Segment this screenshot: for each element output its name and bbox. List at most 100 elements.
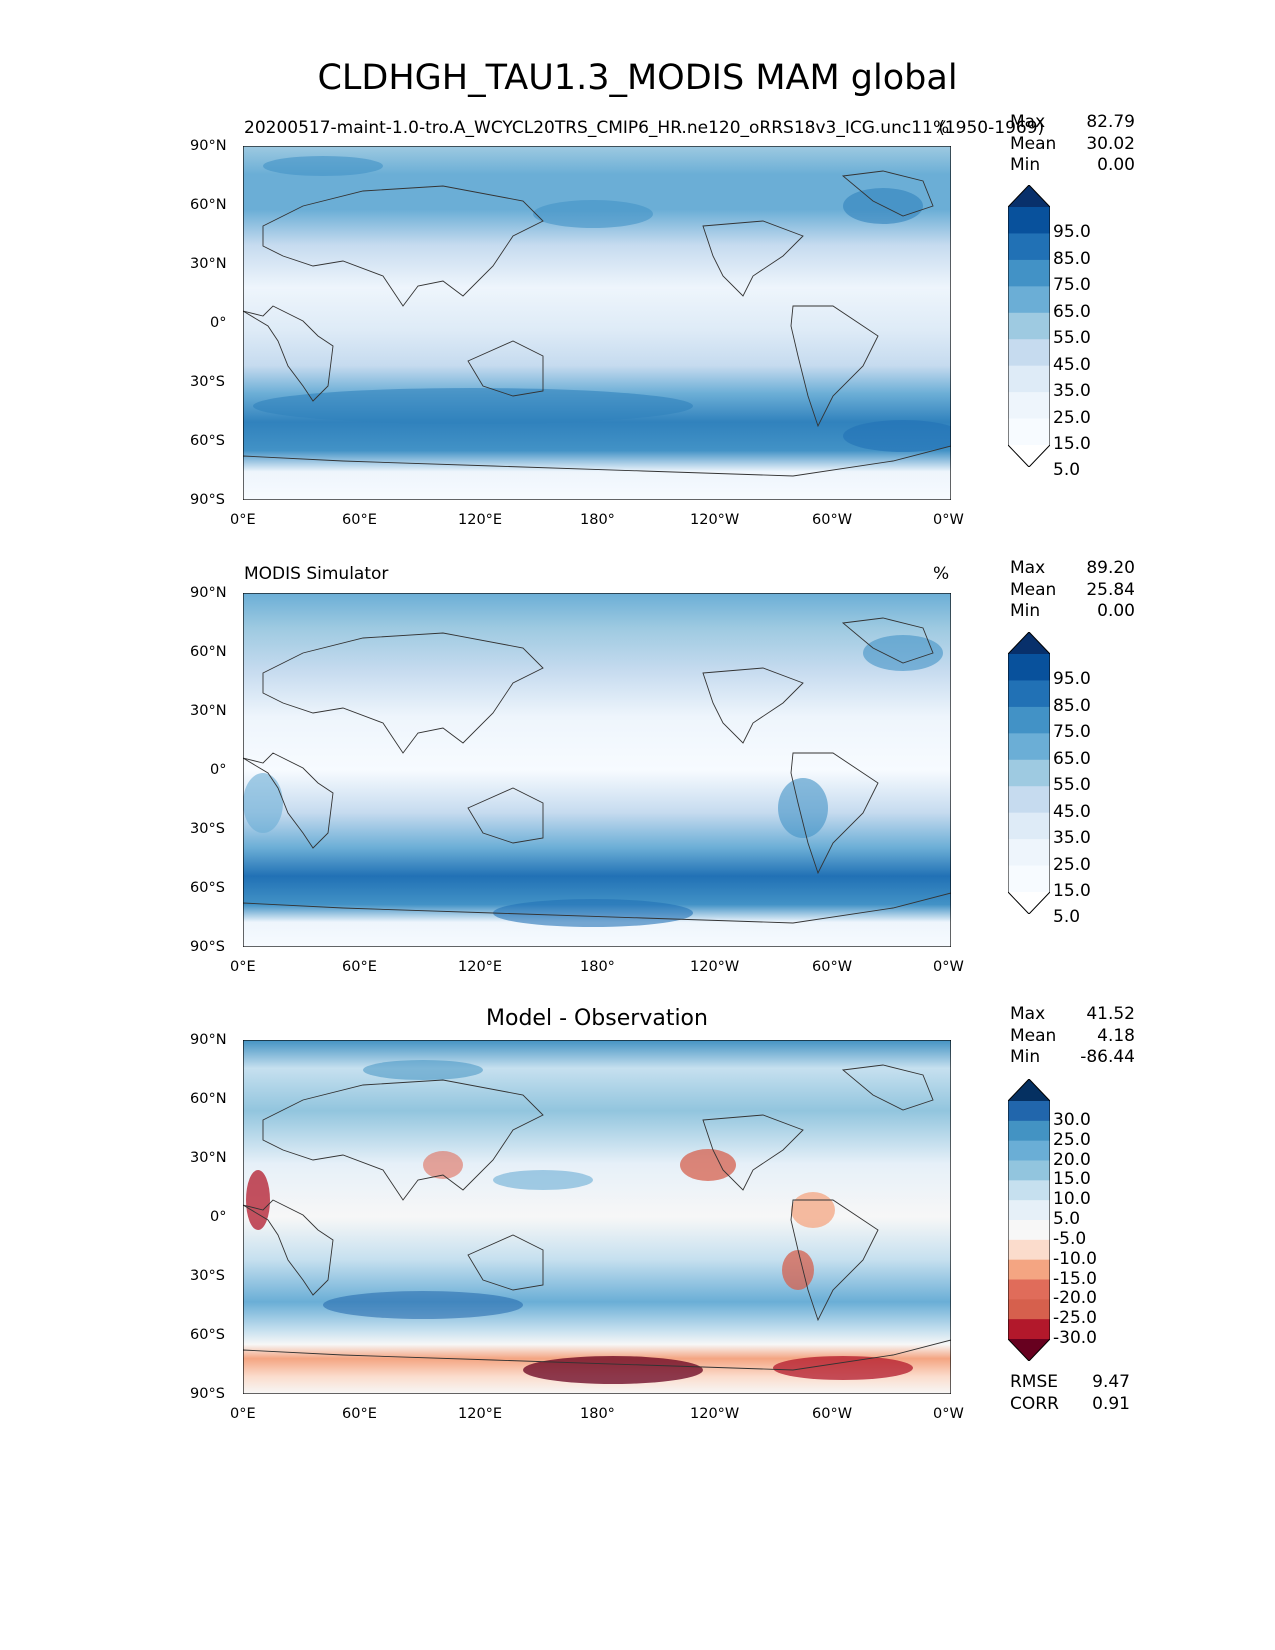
colorbar-extend-min xyxy=(1008,892,1050,914)
mean-label: Mean xyxy=(1010,1025,1057,1046)
colorbar-tick-label: 75.0 xyxy=(1053,722,1091,743)
lon-tick: 180° xyxy=(580,1406,615,1422)
colorbar-tick-label: 5.0 xyxy=(1053,1209,1081,1229)
lon-tick: 120°W xyxy=(690,959,740,975)
lat-tick: 60°N xyxy=(190,197,227,213)
lon-tick: 60°W xyxy=(812,959,853,975)
colorbar-segment xyxy=(1008,680,1050,708)
lat-tick: 60°S xyxy=(190,880,225,896)
lat-tick: 60°S xyxy=(190,1327,225,1343)
colorbar-tick-label: 15.0 xyxy=(1053,881,1091,901)
lon-tick: 60°E xyxy=(342,512,377,528)
colorbar-tick-label: -25.0 xyxy=(1053,1308,1097,1329)
colorbar-tick-label: 55.0 xyxy=(1053,775,1091,796)
lat-tick: 60°N xyxy=(190,1091,227,1107)
colorbar-segment xyxy=(1008,865,1050,893)
colorbar-segment xyxy=(1008,1180,1050,1201)
colorbar-segment xyxy=(1008,1220,1050,1241)
lon-tick: 0°E xyxy=(230,959,256,975)
colorbar-extend-max xyxy=(1008,1079,1050,1101)
lat-tick: 30°S xyxy=(190,821,225,837)
colorbar-segment xyxy=(1008,339,1050,367)
map-difference xyxy=(243,1040,951,1394)
colorbar-extend-min xyxy=(1008,445,1050,467)
colorbar-difference xyxy=(1008,1079,1050,1361)
lon-tick: 0°W xyxy=(933,959,964,975)
lat-tick: 90°N xyxy=(190,585,227,601)
max-value: 89.20 xyxy=(1086,558,1135,578)
colorbar-tick-label: -20.0 xyxy=(1053,1288,1097,1309)
min-label: Min xyxy=(1010,601,1041,621)
colorbar-tick-label: 45.0 xyxy=(1053,801,1091,822)
lon-tick: 120°E xyxy=(458,959,503,975)
colorbar-extend-max xyxy=(1008,632,1050,654)
colorbar-segment xyxy=(1008,654,1050,681)
colorbar-segment xyxy=(1008,286,1050,314)
colorbar-segment xyxy=(1008,365,1050,393)
max-label: Max xyxy=(1010,1004,1046,1024)
lat-tick: 30°S xyxy=(190,1268,225,1284)
lon-tick: 120°W xyxy=(690,1406,740,1422)
lat-tick: 30°N xyxy=(190,703,227,719)
lat-tick: 90°S xyxy=(190,939,225,955)
colorbar-segment xyxy=(1008,1160,1050,1181)
colorbar-segment xyxy=(1008,733,1050,761)
lon-tick: 60°W xyxy=(812,512,853,528)
colorbar-segment xyxy=(1008,1239,1050,1261)
colorbar-segment xyxy=(1008,1299,1050,1320)
lon-tick: 0°E xyxy=(230,1406,256,1422)
lat-tick: 90°S xyxy=(190,492,225,508)
max-value: 41.52 xyxy=(1086,1004,1135,1024)
mean-value: 30.02 xyxy=(1086,133,1135,154)
max-label: Max xyxy=(1010,558,1046,578)
corr-label: CORR xyxy=(1010,1393,1059,1414)
mean-label: Mean xyxy=(1010,579,1057,600)
colorbar-tick-label: 45.0 xyxy=(1053,354,1091,375)
rmse-value: 9.47 xyxy=(1092,1372,1130,1392)
colorbar-segment xyxy=(1008,418,1050,446)
colorbar-segment xyxy=(1008,392,1050,420)
units-label: % xyxy=(933,564,950,584)
lon-tick: 120°E xyxy=(458,512,503,528)
min-label: Min xyxy=(1010,1047,1041,1067)
colorbar-tick-label: -30.0 xyxy=(1053,1328,1097,1348)
colorbar-tick-label: -10.0 xyxy=(1053,1248,1097,1269)
colorbar-segment xyxy=(1008,207,1050,234)
lon-tick: 180° xyxy=(580,512,615,528)
colorbar-extend-max xyxy=(1008,185,1050,207)
lat-tick: 60°S xyxy=(190,433,225,449)
colorbar-tick-label: 30.0 xyxy=(1053,1109,1091,1130)
colorbar-segment xyxy=(1008,759,1050,787)
colorbar-tick-label: 85.0 xyxy=(1053,695,1091,716)
colorbar-segment xyxy=(1008,259,1050,287)
colorbar-tick-label: 5.0 xyxy=(1053,460,1081,481)
lat-tick: 90°N xyxy=(190,138,227,154)
colorbar-segment xyxy=(1008,812,1050,840)
colorbar-tick-label: 5.0 xyxy=(1053,907,1081,928)
colorbar-extend-min xyxy=(1008,1339,1050,1361)
lat-tick: 90°N xyxy=(190,1032,227,1048)
coastlines xyxy=(243,170,951,500)
lon-tick: 120°W xyxy=(690,512,740,528)
colorbar-tick-label: 25.0 xyxy=(1053,1129,1091,1150)
panel-subtitle: MODIS Simulator xyxy=(244,564,389,584)
colorbar-tick-label: 85.0 xyxy=(1053,248,1091,269)
map-observation xyxy=(243,593,951,947)
colorbar-tick-label: 35.0 xyxy=(1053,381,1091,402)
mean-value: 4.18 xyxy=(1097,1025,1135,1046)
lon-tick: 120°E xyxy=(458,1406,503,1422)
lat-tick: 60°N xyxy=(190,644,227,660)
colorbar-segment xyxy=(1008,1120,1050,1142)
min-value: 0.00 xyxy=(1097,155,1135,175)
map-model xyxy=(243,146,951,500)
lat-tick: 90°S xyxy=(190,1386,225,1402)
colorbar-tick-label: 25.0 xyxy=(1053,854,1091,875)
min-value: 0.00 xyxy=(1097,601,1135,621)
colorbar-segment xyxy=(1008,312,1050,340)
mean-label: Mean xyxy=(1010,133,1057,154)
colorbar-tick-label: 15.0 xyxy=(1053,1169,1091,1190)
colorbar-segment xyxy=(1008,1259,1050,1280)
colorbar-tick-label: 35.0 xyxy=(1053,828,1091,849)
corr-value: 0.91 xyxy=(1092,1393,1130,1414)
lon-tick: 180° xyxy=(580,959,615,975)
